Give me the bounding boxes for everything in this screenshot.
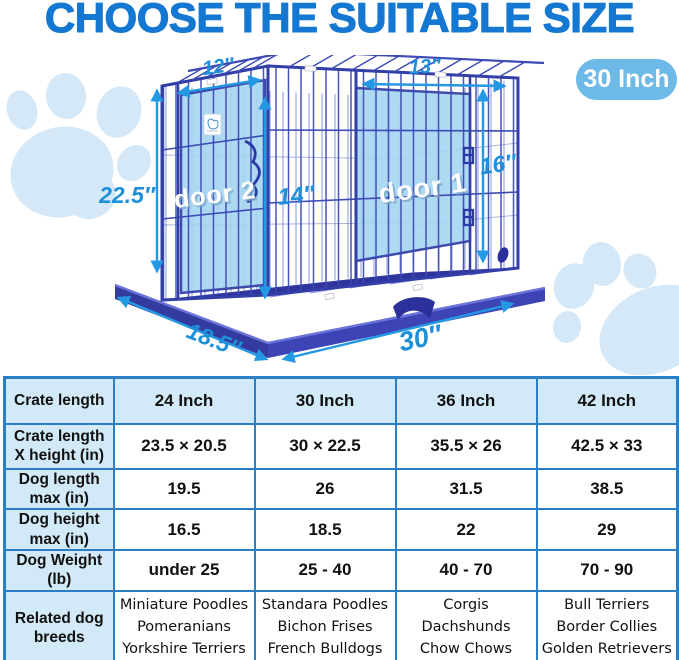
table-cell: 18.5 — [253, 508, 397, 551]
brand-tag — [203, 113, 222, 136]
table-cell: 16.5 — [112, 508, 256, 551]
row-label: Dog Weight (lb) — [3, 549, 115, 592]
table-cell: 30 × 22.5 — [253, 422, 397, 470]
breeds-cell: Miniature Poodles Pomeranians Yorkshire … — [112, 589, 256, 660]
right-paw-icon — [552, 242, 679, 376]
left-paw-icon — [6, 73, 152, 220]
table-row: Dog height max (in) 16.5 18.5 22 29 — [3, 508, 679, 551]
table-cell: 42.5 × 33 — [535, 422, 679, 470]
header-24-inch: 24 Inch — [112, 376, 256, 425]
crate-diagram: 12″ 13″ 22.5″ 14″ 16″ 18.5″ 30″ door 2 d… — [98, 55, 546, 363]
row-label: Related dog breeds — [3, 589, 115, 660]
table-cell: 29 — [535, 508, 679, 551]
crate-wire-faces — [160, 64, 520, 302]
dim-door1-width: 13″ — [408, 55, 442, 79]
row-label: Dog height max (in) — [3, 508, 115, 551]
header-30-inch: 30 Inch — [253, 376, 397, 425]
table-cell: 38.5 — [535, 467, 679, 511]
table-row-breeds: Related dog breeds Miniature Poodles Pom… — [3, 589, 679, 660]
breeds-cell: Standara Poodles Bichon Frises French Bu… — [253, 589, 397, 660]
table-cell: 35.5 × 26 — [394, 422, 538, 470]
crate-top-face — [176, 55, 545, 84]
table-cell: 23.5 × 20.5 — [112, 422, 256, 470]
table-cell: 40 - 70 — [394, 549, 538, 592]
table-cell: 31.5 — [394, 467, 538, 511]
door1-latch-top — [462, 146, 475, 165]
dim-inner-door-height: 14″ — [277, 180, 317, 210]
table-cell: 26 — [253, 467, 397, 511]
row-label: Crate length X height (in) — [3, 422, 115, 470]
table-cell: 19.5 — [112, 467, 256, 511]
table-row: Dog Weight (lb) under 25 25 - 40 40 - 70… — [3, 549, 679, 592]
size-table: Crate length 24 Inch 30 Inch 36 Inch 42 … — [3, 376, 679, 660]
dim-crate-height: 22.5″ — [98, 182, 156, 208]
table-row: Crate length X height (in) 23.5 × 20.5 3… — [3, 422, 679, 470]
table-cell: 25 - 40 — [253, 549, 397, 592]
header-36-inch: 36 Inch — [394, 376, 538, 425]
header-42-inch: 42 Inch — [535, 376, 679, 425]
dimension-arrows — [116, 75, 515, 363]
table-row: Dog length max (in) 19.5 26 31.5 38.5 — [3, 467, 679, 511]
table-cell: 70 - 90 — [535, 549, 679, 592]
table-cell: under 25 — [112, 549, 256, 592]
size-badge: 30 Inch — [576, 59, 677, 100]
dim-door1-height: 16″ — [478, 149, 519, 180]
table-cell: 22 — [394, 508, 538, 551]
row-label: Dog length max (in) — [3, 467, 115, 511]
table-header-row: Crate length 24 Inch 30 Inch 36 Inch 42 … — [3, 376, 679, 425]
page-title: CHOOSE THE SUITABLE SIZE — [44, 0, 635, 42]
breeds-cell: Bull Terriers Border Collies Golden Retr… — [535, 589, 679, 660]
breeds-cell: Corgis Dachshunds Chow Chows — [394, 589, 538, 660]
door1-latch-bottom — [462, 208, 475, 227]
header-crate-length: Crate length — [3, 376, 115, 425]
dim-door2-width: 12″ — [201, 55, 237, 80]
